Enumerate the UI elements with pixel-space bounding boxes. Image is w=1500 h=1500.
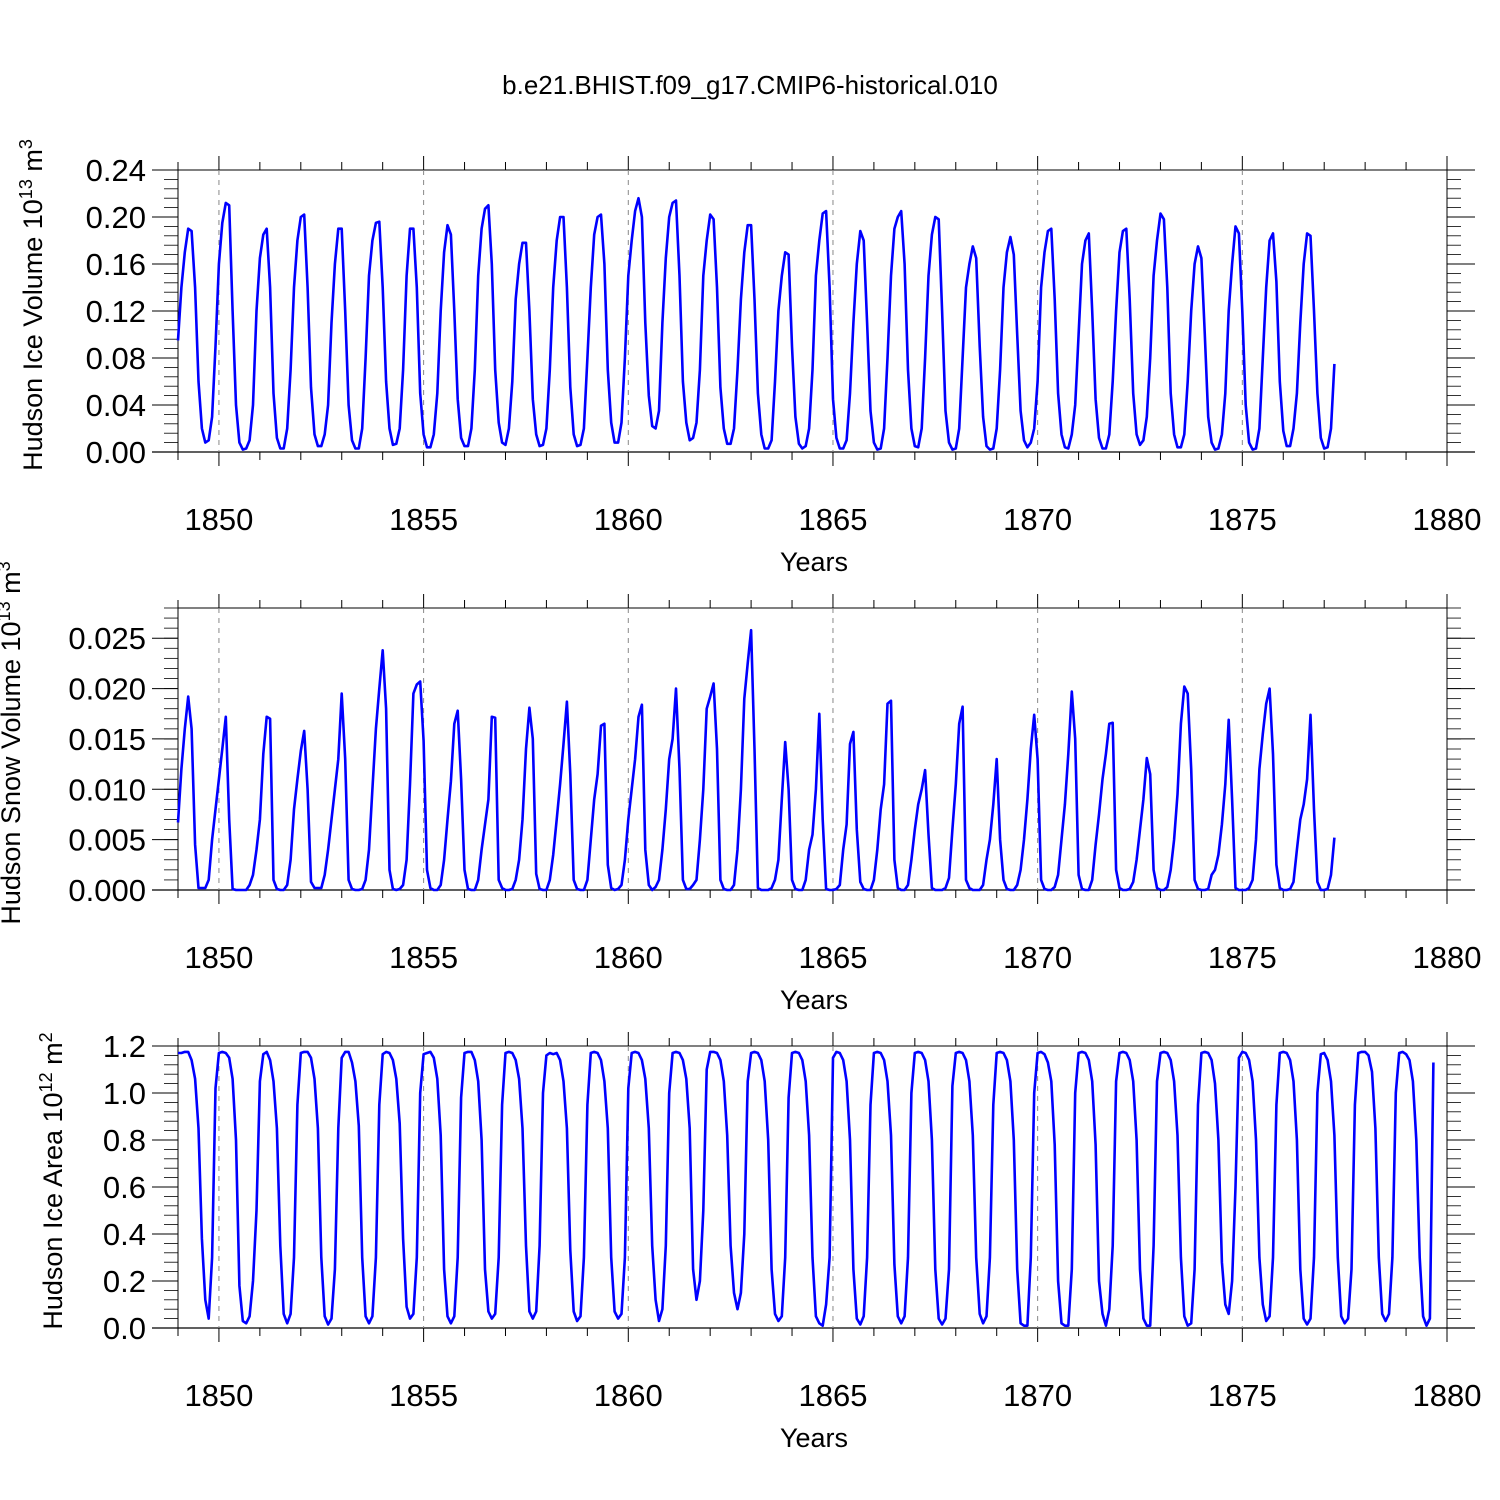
x-tick-label: 1850 xyxy=(184,940,253,975)
figure-title: b.e21.BHIST.f09_g17.CMIP6-historical.010 xyxy=(502,70,998,100)
x-tick-label: 1855 xyxy=(389,502,458,537)
y-tick-label: 0.20 xyxy=(86,200,146,235)
y-tick-label: 0.4 xyxy=(103,1217,146,1252)
x-tick-label: 1880 xyxy=(1413,502,1482,537)
y-tick-label: 1.2 xyxy=(103,1029,146,1064)
y-axis-label: Hudson Ice Volume 1013 m3 xyxy=(16,139,48,471)
y-tick-label: 0.08 xyxy=(86,341,146,376)
x-tick-label: 1860 xyxy=(594,940,663,975)
y-tick-label: 0.04 xyxy=(86,388,146,423)
y-tick-label: 0.005 xyxy=(68,823,146,858)
x-tick-label: 1870 xyxy=(1003,940,1072,975)
y-tick-label: 0.8 xyxy=(103,1123,146,1158)
chart-panel-2: 0.000 0.005 0.010 0.015 0.020 0.025 1850 1855 18… xyxy=(0,561,1481,1015)
x-tick-label: 1875 xyxy=(1208,1378,1277,1413)
x-tick-label: 1870 xyxy=(1003,502,1072,537)
series-line-1 xyxy=(176,628,1336,892)
x-tick-label: 1855 xyxy=(389,940,458,975)
y-tick-label: 0.010 xyxy=(68,772,146,807)
x-tick-label: 1880 xyxy=(1413,1378,1482,1413)
y-axis-label: Hudson Ice Area 1012 m2 xyxy=(36,1032,68,1329)
y-tick-label: 1.0 xyxy=(103,1076,146,1111)
chart-panel-3: 0.0 0.2 0.4 0.6 0.8 1.0 1.2 1850 1855 1860 1865 187… xyxy=(36,1029,1481,1453)
chart-panel-1: 0.00 0.04 0.08 0.12 0.16 0.20 0.24 1850 1855 1860… xyxy=(16,139,1481,577)
x-axis-label: Years xyxy=(780,985,848,1015)
x-tick-label: 1860 xyxy=(594,502,663,537)
x-tick-label: 1875 xyxy=(1208,940,1277,975)
y-tick-label: 0.6 xyxy=(103,1170,146,1205)
x-tick-label: 1880 xyxy=(1413,940,1482,975)
y-tick-label: 0.025 xyxy=(68,621,146,656)
y-tick-label: 0.015 xyxy=(68,722,146,757)
x-axis-label: Years xyxy=(780,1423,848,1453)
series-line-1 xyxy=(176,196,1336,451)
x-tick-label: 1870 xyxy=(1003,1378,1072,1413)
series-line-1 xyxy=(178,1050,1435,1327)
x-tick-label: 1860 xyxy=(594,1378,663,1413)
y-tick-label: 0.000 xyxy=(68,873,146,908)
y-tick-label: 0.16 xyxy=(86,247,146,282)
x-tick-label: 1875 xyxy=(1208,502,1277,537)
x-tick-label: 1850 xyxy=(184,1378,253,1413)
y-tick-label: 0.00 xyxy=(86,435,146,470)
y-tick-label: 0.24 xyxy=(86,153,146,188)
x-tick-label: 1865 xyxy=(798,940,867,975)
x-tick-label: 1865 xyxy=(798,502,867,537)
y-tick-label: 0.12 xyxy=(86,294,146,329)
y-axis-label: Hudson Snow Volume 1013 m3 xyxy=(0,561,26,924)
x-tick-label: 1865 xyxy=(798,1378,867,1413)
y-tick-label: 0.2 xyxy=(103,1264,146,1299)
y-tick-label: 0.020 xyxy=(68,672,146,707)
x-tick-label: 1855 xyxy=(389,1378,458,1413)
x-axis-label: Years xyxy=(780,547,848,577)
y-tick-label: 0.0 xyxy=(103,1311,146,1346)
x-tick-label: 1850 xyxy=(184,502,253,537)
